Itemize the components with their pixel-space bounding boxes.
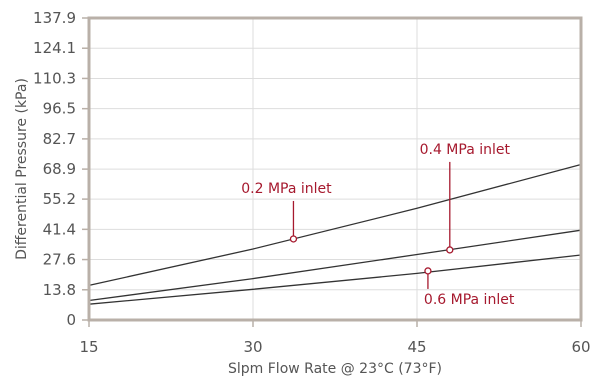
annotation-label: 0.6 MPa inlet (424, 292, 515, 308)
series-line-1 (88, 229, 582, 302)
annotation-label: 0.2 MPa inlet (241, 181, 332, 197)
x-tick-label: 45 (407, 338, 426, 356)
annotation-marker (446, 246, 454, 254)
grid (88, 17, 582, 321)
y-tick-label: 137.9 (33, 9, 76, 27)
annotation-marker (424, 267, 432, 275)
x-axis-ticks: 15 30 45 60 (79, 320, 591, 356)
y-tick-label: 41.4 (43, 220, 76, 238)
y-tick-label: 110.3 (33, 69, 76, 87)
series-group (88, 163, 582, 305)
y-tick-label: 96.5 (43, 100, 76, 118)
y-tick-label: 68.9 (43, 160, 76, 178)
annotations-group: 0.2 MPa inlet 0.4 MPa inlet 0.6 MPa inlet (241, 142, 515, 308)
annotation-label: 0.4 MPa inlet (420, 142, 511, 158)
x-tick-label: 60 (571, 338, 590, 356)
y-tick-label: 13.8 (43, 281, 76, 299)
y-tick-label: 55.2 (43, 190, 76, 208)
series-line-2 (88, 254, 582, 305)
x-axis-title: Slpm Flow Rate @ 23°C (73°F) (228, 361, 442, 377)
y-tick-label: 82.7 (43, 130, 76, 148)
y-axis-title: Differential Pressure (kPa) (14, 78, 30, 260)
y-tick-label: 27.6 (43, 251, 76, 269)
x-tick-label: 30 (243, 338, 262, 356)
annotation-marker (289, 235, 298, 243)
y-tick-label: 124.1 (33, 39, 76, 57)
y-axis-ticks: 0 13.8 27.6 41.4 55.2 68.9 82.7 96.5 110.3 124.1 1… (33, 9, 89, 329)
series-line-0 (88, 163, 582, 287)
x-tick-label: 15 (79, 338, 98, 356)
y-tick-label: 0 (66, 311, 76, 329)
